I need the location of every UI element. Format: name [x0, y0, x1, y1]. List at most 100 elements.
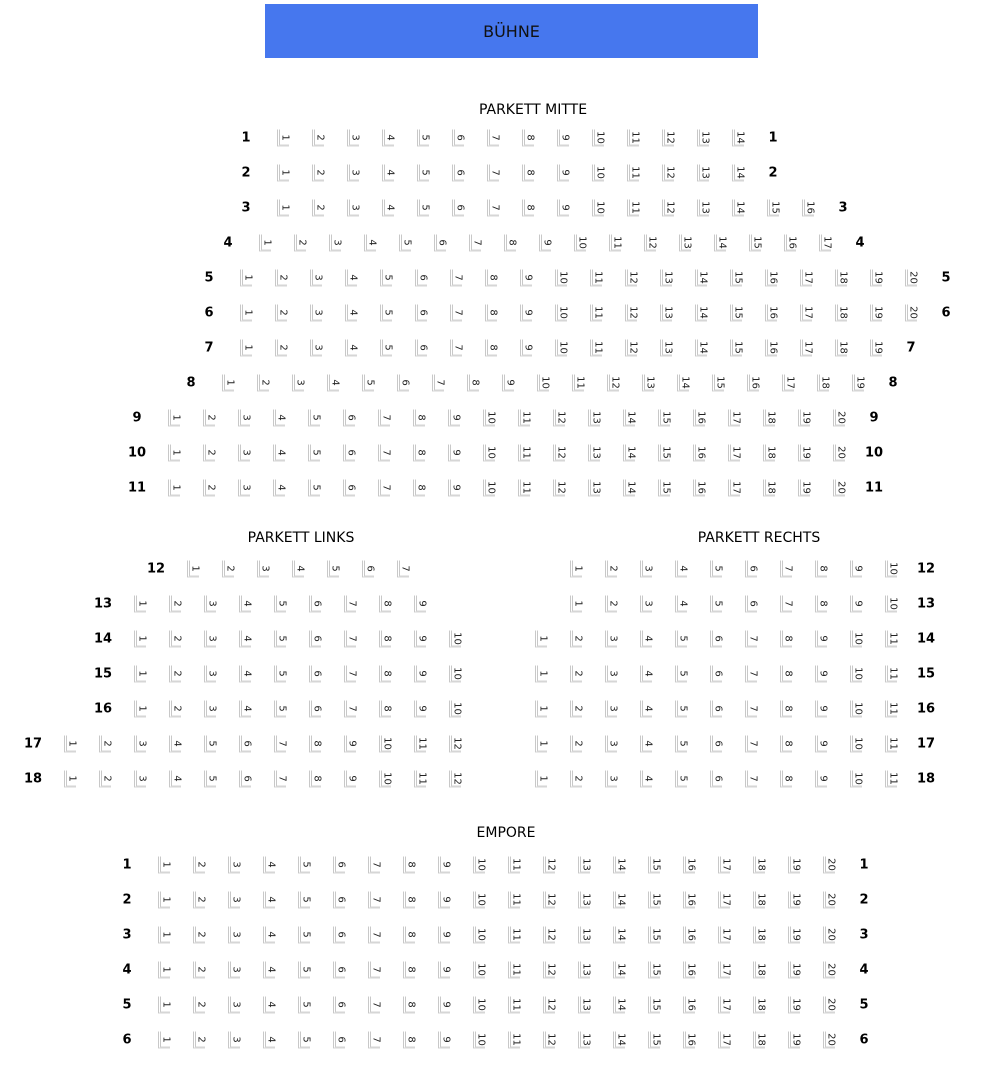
seat[interactable]: 6: [745, 595, 758, 613]
seat[interactable]: 15: [648, 1031, 661, 1049]
seat[interactable]: 5: [675, 770, 688, 788]
seat[interactable]: 3: [134, 770, 147, 788]
seat[interactable]: 11: [508, 926, 521, 944]
seat[interactable]: 5: [710, 560, 723, 578]
seat[interactable]: 15: [730, 269, 743, 287]
seat[interactable]: 11: [508, 856, 521, 874]
seat[interactable]: 12: [644, 234, 657, 252]
seat[interactable]: 10: [473, 926, 486, 944]
seat[interactable]: 6: [309, 630, 322, 648]
seat[interactable]: 2: [193, 856, 206, 874]
seat[interactable]: 18: [763, 479, 776, 497]
seat[interactable]: 20: [833, 444, 846, 462]
seat[interactable]: 3: [228, 996, 241, 1014]
seat[interactable]: 14: [677, 374, 690, 392]
seat[interactable]: 12: [625, 339, 638, 357]
seat[interactable]: 12: [553, 409, 566, 427]
seat[interactable]: 4: [169, 770, 182, 788]
seat[interactable]: 19: [788, 926, 801, 944]
seat[interactable]: 11: [627, 199, 640, 217]
seat[interactable]: 6: [397, 374, 410, 392]
seat[interactable]: 11: [590, 269, 603, 287]
seat[interactable]: 14: [732, 164, 745, 182]
seat[interactable]: 17: [819, 234, 832, 252]
seat[interactable]: 9: [438, 926, 451, 944]
seat[interactable]: 1: [535, 700, 548, 718]
seat[interactable]: 1: [64, 735, 77, 753]
seat[interactable]: 19: [788, 856, 801, 874]
seat[interactable]: 17: [728, 444, 741, 462]
seat[interactable]: 7: [487, 164, 500, 182]
seat[interactable]: 6: [239, 735, 252, 753]
seat[interactable]: 4: [292, 560, 305, 578]
seat[interactable]: 8: [379, 665, 392, 683]
seat[interactable]: 15: [648, 996, 661, 1014]
seat[interactable]: 1: [158, 961, 171, 979]
seat[interactable]: 10: [592, 164, 605, 182]
seat[interactable]: 2: [570, 630, 583, 648]
seat[interactable]: 10: [592, 199, 605, 217]
seat[interactable]: 8: [815, 595, 828, 613]
seat[interactable]: 17: [782, 374, 795, 392]
seat[interactable]: 10: [473, 996, 486, 1014]
seat[interactable]: 10: [850, 630, 863, 648]
seat[interactable]: 2: [193, 961, 206, 979]
seat[interactable]: 4: [640, 630, 653, 648]
seat[interactable]: 12: [662, 164, 675, 182]
seat[interactable]: 9: [815, 735, 828, 753]
seat[interactable]: 9: [438, 996, 451, 1014]
seat[interactable]: 20: [823, 926, 836, 944]
seat[interactable]: 10: [555, 304, 568, 322]
seat[interactable]: 7: [780, 560, 793, 578]
seat[interactable]: 3: [134, 735, 147, 753]
seat[interactable]: 4: [273, 479, 286, 497]
seat[interactable]: 9: [557, 199, 570, 217]
seat[interactable]: 9: [520, 304, 533, 322]
seat[interactable]: 12: [662, 199, 675, 217]
seat[interactable]: 7: [368, 961, 381, 979]
seat[interactable]: 2: [169, 700, 182, 718]
seat[interactable]: 14: [613, 1031, 626, 1049]
seat[interactable]: 16: [747, 374, 760, 392]
seat[interactable]: 14: [623, 479, 636, 497]
seat[interactable]: 6: [710, 665, 723, 683]
seat[interactable]: 6: [452, 199, 465, 217]
seat[interactable]: 7: [368, 1031, 381, 1049]
seat[interactable]: 3: [228, 926, 241, 944]
seat[interactable]: 6: [452, 164, 465, 182]
seat[interactable]: 1: [259, 234, 272, 252]
seat[interactable]: 2: [99, 770, 112, 788]
seat[interactable]: 2: [99, 735, 112, 753]
seat[interactable]: 19: [870, 339, 883, 357]
seat[interactable]: 5: [274, 630, 287, 648]
seat[interactable]: 10: [574, 234, 587, 252]
seat[interactable]: 8: [403, 961, 416, 979]
seat[interactable]: 5: [327, 560, 340, 578]
seat[interactable]: 3: [310, 339, 323, 357]
seat[interactable]: 11: [609, 234, 622, 252]
seat[interactable]: 8: [780, 700, 793, 718]
seat[interactable]: 11: [885, 735, 898, 753]
seat[interactable]: 16: [683, 961, 696, 979]
seat[interactable]: 3: [310, 269, 323, 287]
seat[interactable]: 1: [168, 409, 181, 427]
seat[interactable]: 18: [835, 339, 848, 357]
seat[interactable]: 10: [850, 700, 863, 718]
seat[interactable]: 4: [382, 129, 395, 147]
seat[interactable]: 1: [158, 891, 171, 909]
seat[interactable]: 9: [448, 409, 461, 427]
seat[interactable]: 5: [417, 199, 430, 217]
seat[interactable]: 18: [753, 926, 766, 944]
seat[interactable]: 13: [578, 856, 591, 874]
seat[interactable]: 7: [344, 630, 357, 648]
seat[interactable]: 6: [415, 304, 428, 322]
seat[interactable]: 18: [753, 996, 766, 1014]
seat[interactable]: 8: [485, 304, 498, 322]
seat[interactable]: 12: [553, 444, 566, 462]
seat[interactable]: 6: [309, 700, 322, 718]
seat[interactable]: 8: [413, 444, 426, 462]
seat[interactable]: 3: [238, 444, 251, 462]
seat[interactable]: 19: [852, 374, 865, 392]
seat[interactable]: 13: [578, 996, 591, 1014]
seat[interactable]: 7: [487, 129, 500, 147]
